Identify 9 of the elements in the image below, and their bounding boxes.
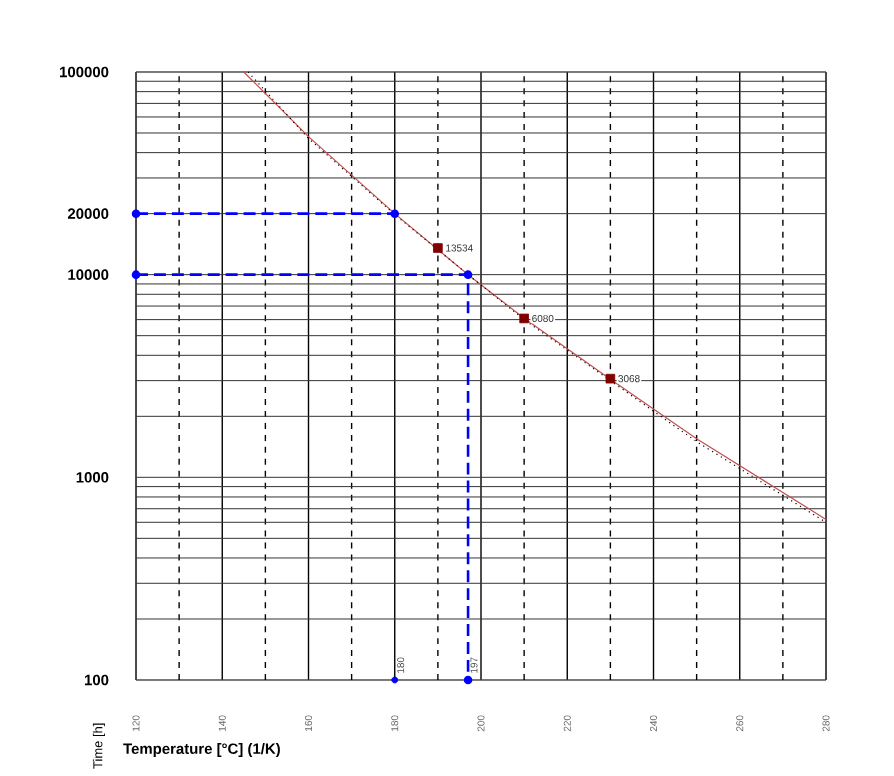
point [131,270,141,280]
point [131,209,141,219]
point [519,313,529,324]
point [391,676,399,684]
point [463,270,473,280]
point [605,374,616,384]
point [390,209,400,219]
point [433,243,443,253]
point [463,675,473,685]
